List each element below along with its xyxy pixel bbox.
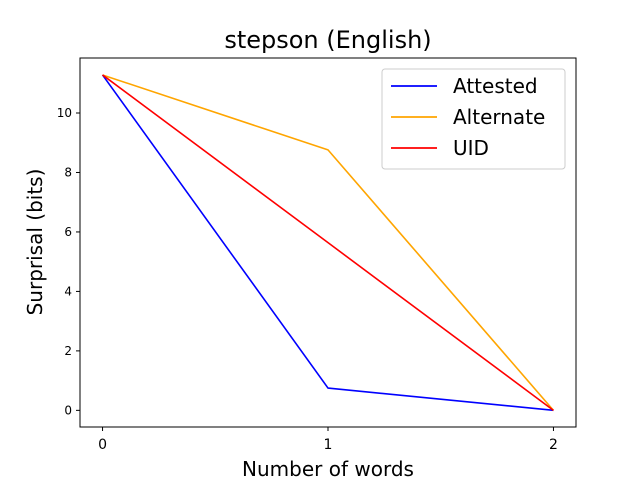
- y-tick-label: 2: [64, 344, 72, 358]
- legend: Attested Alternate UID: [381, 68, 566, 170]
- y-tick-label: 0: [64, 403, 72, 417]
- y-tick-label: 4: [64, 284, 72, 298]
- series-line-attested: [101, 74, 554, 412]
- y-tick-label: 10: [57, 106, 72, 120]
- legend-label: Alternate: [453, 105, 545, 129]
- x-tick-label: 1: [324, 437, 333, 453]
- legend-label: UID: [453, 136, 489, 160]
- series-line-alternate: [102, 74, 555, 411]
- chart-title: stepson (English): [224, 26, 431, 54]
- y-tick-label: 6: [64, 225, 72, 239]
- x-tick-label: 0: [98, 437, 107, 453]
- legend-box: [381, 68, 566, 170]
- x-axis: 0 1 2: [98, 427, 558, 453]
- legend-label: Attested: [453, 74, 538, 98]
- y-axis: 0 2 4 6 8 10: [57, 106, 80, 417]
- y-tick-label: 8: [64, 165, 72, 179]
- x-axis-label: Number of words: [242, 457, 414, 480]
- series-line-uid: [102, 74, 554, 411]
- y-axis-label: Surprisal (bits): [23, 169, 47, 316]
- x-tick-label: 2: [549, 437, 558, 453]
- plot-area: [101, 74, 555, 412]
